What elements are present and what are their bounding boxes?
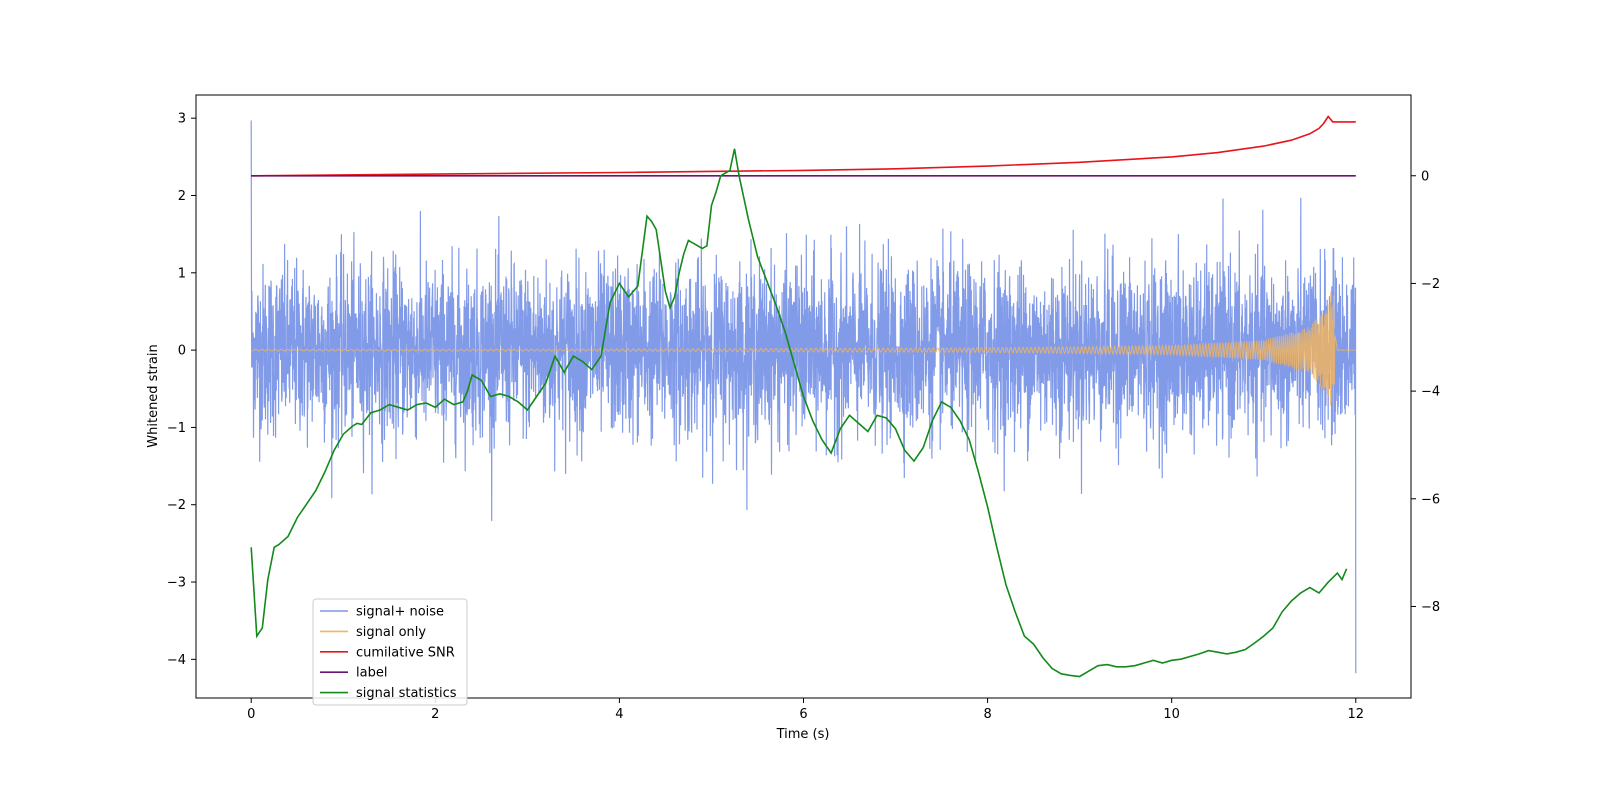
series-cumilative-snr: [251, 115, 1356, 177]
legend-label: signal+ noise: [356, 605, 444, 620]
y-left-tick-label: 1: [178, 266, 186, 281]
y-left-tick-label: 2: [178, 189, 186, 204]
y-axis-left: 3 2 1 0 −1 −2 −3 −4: [167, 112, 196, 668]
legend-box: [312, 598, 468, 706]
legend-label: cumilative SNR: [356, 645, 455, 660]
series-signal-statistics: [250, 148, 1348, 678]
x-axis: 0 2 4 6 8 10 12: [247, 698, 1364, 722]
y-right-tick-label: −6: [1421, 492, 1440, 507]
series-signal-noise: [250, 120, 1357, 674]
legend-label: signal only: [356, 625, 426, 640]
y-axis-right: 0 −2 −4 −6 −8: [1411, 169, 1440, 615]
y-right-tick-label: 0: [1421, 169, 1429, 184]
x-tick-label: 2: [431, 707, 439, 722]
y-left-tick-label: −4: [167, 653, 186, 668]
x-tick-label: 10: [1163, 707, 1180, 722]
x-axis-label: Time (s): [776, 727, 830, 742]
x-tick-label: 6: [799, 707, 807, 722]
y-left-tick-label: 3: [178, 112, 186, 127]
y-left-tick-label: 0: [178, 344, 186, 359]
y-left-tick-label: −2: [167, 498, 186, 513]
x-tick-label: 0: [247, 707, 255, 722]
y-right-tick-label: −8: [1421, 600, 1440, 615]
y-axis-label: Whitened strain: [146, 344, 161, 447]
plot-area: [250, 115, 1357, 678]
legend-label: signal statistics: [356, 686, 457, 701]
x-tick-label: 8: [983, 707, 991, 722]
series-signal-only: [250, 291, 1356, 406]
y-left-tick-label: −3: [167, 576, 186, 591]
y-left-tick-label: −1: [167, 421, 186, 436]
y-right-tick-label: −4: [1421, 385, 1440, 400]
y-right-tick-label: −2: [1421, 277, 1440, 292]
legend: signal+ noise signal only cumilative SNR la…: [312, 598, 468, 706]
x-tick-label: 12: [1347, 707, 1364, 722]
legend-label: label: [356, 666, 387, 681]
x-tick-label: 4: [615, 707, 623, 722]
